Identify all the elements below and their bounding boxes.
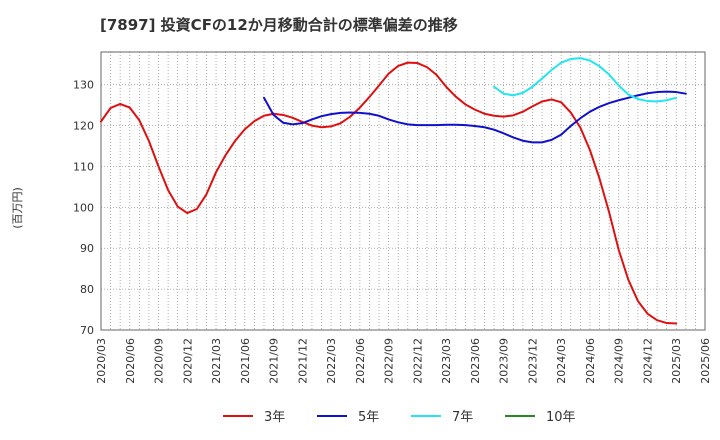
x-tick-label: 2020/06	[124, 338, 137, 384]
x-tick-label: 2024/06	[584, 338, 597, 384]
series-line-5年	[262, 90, 687, 144]
x-tick-label: 2020/09	[153, 338, 166, 384]
legend-label: 10年	[546, 410, 576, 425]
x-tick-label: 2024/12	[641, 338, 654, 384]
y-tick-label: 80	[80, 283, 94, 296]
x-tick-label: 2021/12	[296, 338, 309, 384]
legend-label: 3年	[264, 410, 285, 425]
x-tick-label: 2022/06	[354, 338, 367, 384]
x-tick-label: 2022/03	[325, 338, 338, 384]
legend-label: 5年	[358, 410, 379, 425]
y-tick-label: 90	[80, 242, 94, 255]
x-tick-label: 2021/03	[210, 338, 223, 384]
x-tick-label: 2021/09	[268, 338, 281, 384]
series-line-7年	[493, 57, 678, 103]
chart-title: [7897] 投資CFの12か月移動合計の標準偏差の推移	[100, 16, 458, 34]
x-tick-label: 2024/03	[555, 338, 568, 384]
x-tick-label: 2020/12	[181, 338, 194, 384]
x-tick-label: 2023/06	[469, 338, 482, 384]
x-tick-label: 2022/12	[411, 338, 424, 384]
legend-label: 7年	[452, 410, 473, 425]
x-tick-label: 2025/06	[699, 338, 712, 384]
x-tick-label: 2023/09	[498, 338, 511, 384]
y-tick-label: 110	[73, 160, 94, 173]
x-tick-label: 2025/03	[670, 338, 683, 384]
y-tick-label: 70	[80, 324, 94, 337]
x-tick-label: 2022/09	[383, 338, 396, 384]
x-tick-label: 2023/03	[440, 338, 453, 384]
y-tick-label: 120	[73, 120, 94, 133]
y-tick-label: 130	[73, 79, 94, 92]
plot-frame	[100, 51, 706, 331]
y-tick-label: 100	[73, 201, 94, 214]
x-tick-label: 2023/12	[526, 338, 539, 384]
x-tick-label: 2021/06	[239, 338, 252, 384]
x-tick-label: 2020/03	[95, 338, 108, 384]
x-tick-label: 2024/09	[613, 338, 626, 384]
series-line-3年	[100, 61, 678, 325]
